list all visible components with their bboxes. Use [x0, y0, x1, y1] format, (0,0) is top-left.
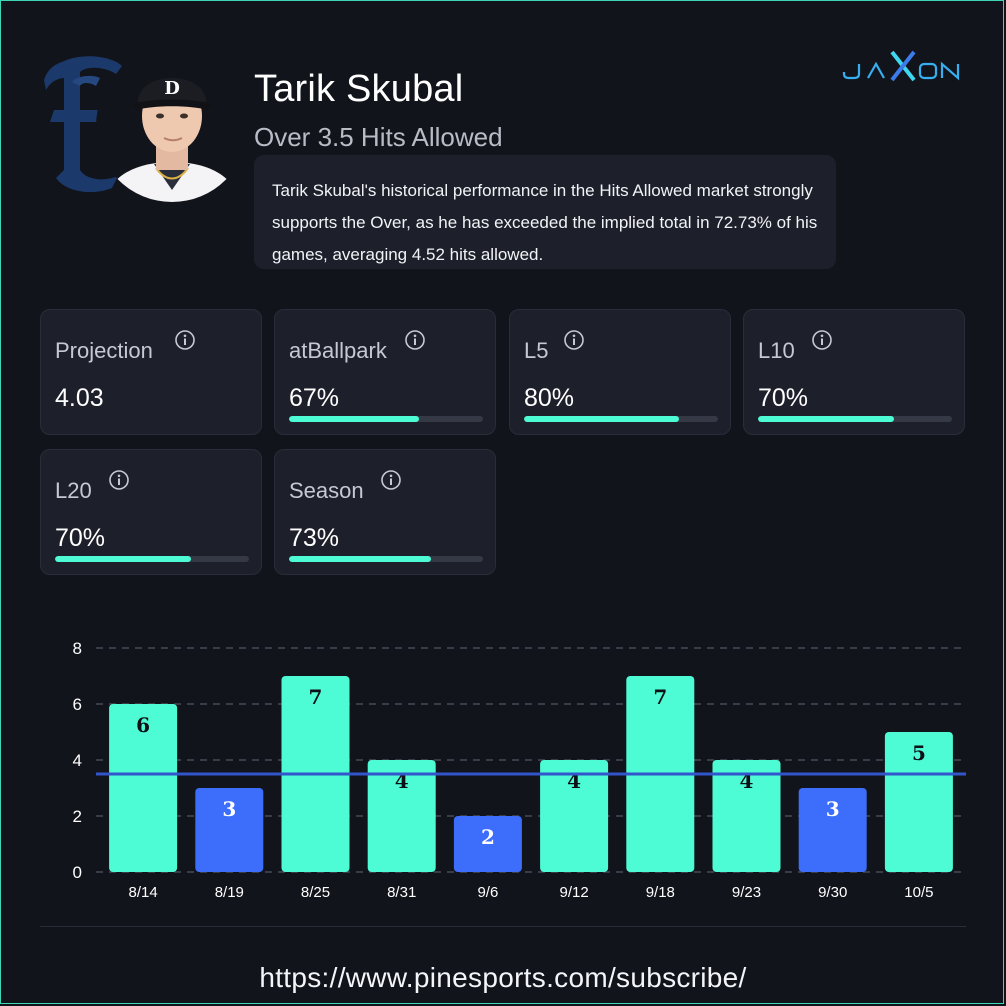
- y-tick-label: 0: [73, 863, 82, 882]
- hits-bar-chart: 0246868/1438/1978/2548/3129/649/1279/184…: [73, 639, 966, 901]
- bar-value-label: 3: [826, 797, 840, 821]
- stat-value: 4.03: [55, 384, 104, 412]
- y-tick-label: 4: [73, 751, 82, 770]
- stat-card-projection: Projection 4.03: [40, 309, 262, 435]
- bar: [367, 760, 436, 872]
- bar: [798, 788, 867, 872]
- stat-value: 73%: [289, 524, 340, 552]
- x-tick-label: 10/5: [904, 884, 933, 901]
- x-tick-label: 9/6: [477, 884, 498, 901]
- stat-card-l5: L5 80%: [509, 309, 731, 435]
- progress-fill: [524, 416, 680, 422]
- bar: [712, 760, 781, 872]
- stat-value: 70%: [758, 384, 809, 412]
- x-tick-label: 9/23: [732, 884, 761, 901]
- progress-fill: [289, 556, 431, 562]
- info-icon[interactable]: [811, 329, 833, 351]
- x-tick-label: 8/19: [215, 884, 244, 901]
- info-icon[interactable]: [380, 469, 402, 491]
- info-icon[interactable]: [108, 469, 130, 491]
- stat-label: atBallpark: [289, 338, 387, 363]
- progress-track: [289, 416, 483, 422]
- progress-track: [524, 416, 718, 422]
- bar: [109, 704, 178, 872]
- player-avatar: D: [96, 50, 248, 202]
- x-tick-label: 8/25: [301, 884, 330, 901]
- player-name: Tarik Skubal: [254, 68, 464, 110]
- y-tick-label: 2: [73, 807, 82, 826]
- progress-track: [55, 556, 249, 562]
- player-header-images: D: [40, 44, 248, 204]
- bar-value-label: 7: [309, 685, 323, 709]
- bar: [884, 732, 953, 872]
- market-label: Over 3.5 Hits Allowed: [254, 122, 503, 152]
- stat-value: 67%: [289, 384, 340, 412]
- y-tick-label: 6: [73, 695, 82, 714]
- info-icon[interactable]: [563, 329, 585, 351]
- stat-label: Season: [289, 478, 364, 503]
- stat-label: L20: [55, 478, 92, 503]
- progress-fill: [55, 556, 191, 562]
- stat-card-l20: L20 70%: [40, 449, 262, 575]
- info-icon[interactable]: [404, 329, 426, 351]
- stat-card-season: Season 73%: [274, 449, 496, 575]
- progress-fill: [289, 416, 419, 422]
- bar-value-label: 5: [912, 741, 926, 765]
- stat-value: 70%: [55, 524, 106, 552]
- progress-track: [758, 416, 952, 422]
- footer-divider: [40, 926, 966, 927]
- team-logo-icon: [44, 56, 122, 193]
- footer-url-link[interactable]: https://www.pinesports.com/subscribe/: [259, 962, 747, 993]
- x-tick-label: 9/18: [646, 884, 675, 901]
- bar: [540, 760, 609, 872]
- summary-text: Tarik Skubal's historical performance in…: [254, 155, 836, 269]
- x-tick-label: 8/31: [387, 884, 416, 901]
- progress-fill: [758, 416, 894, 422]
- bar-value-label: 6: [136, 713, 150, 737]
- stat-card-atballpark: atBallpark 67%: [274, 309, 496, 435]
- stat-label: L5: [524, 338, 549, 363]
- bar-value-label: 3: [222, 797, 236, 821]
- stat-card-l10: L10 70%: [743, 309, 965, 435]
- svg-text:D: D: [164, 78, 180, 99]
- bar-value-label: 7: [653, 685, 667, 709]
- stat-label: Projection: [55, 338, 153, 363]
- stat-value: 80%: [524, 384, 575, 412]
- bar: [453, 816, 522, 872]
- y-tick-label: 8: [73, 639, 82, 658]
- progress-track: [289, 556, 483, 562]
- x-tick-label: 9/12: [559, 884, 588, 901]
- bar-value-label: 2: [481, 825, 495, 849]
- jaxon-logo-icon: [842, 50, 960, 82]
- info-icon[interactable]: [174, 329, 196, 351]
- x-tick-label: 8/14: [128, 884, 157, 901]
- x-tick-label: 9/30: [818, 884, 847, 901]
- bar: [195, 788, 264, 872]
- stat-label: L10: [758, 338, 795, 363]
